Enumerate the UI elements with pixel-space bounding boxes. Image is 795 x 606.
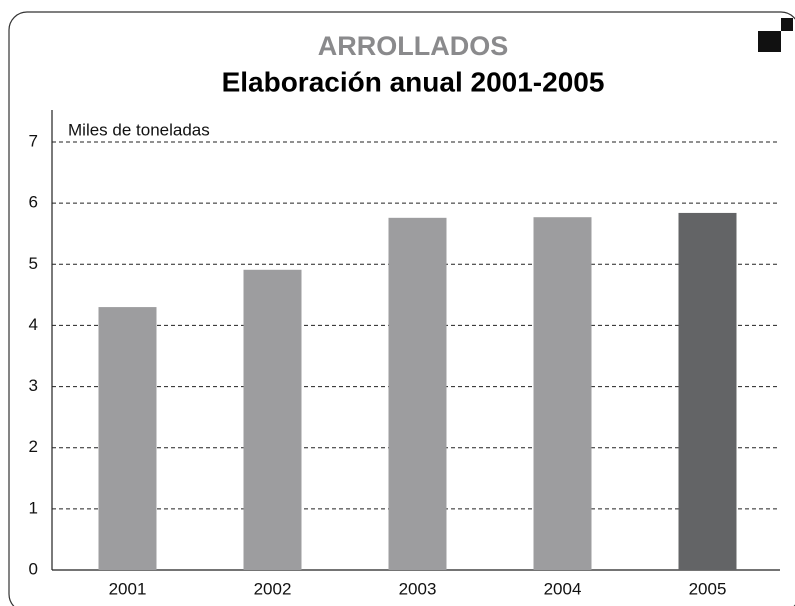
bar [243,269,302,570]
x-tick-label: 2002 [254,579,292,598]
chart-subtitle: Elaboración anual 2001-2005 [222,66,605,97]
bar [98,307,157,570]
decoration [781,18,793,31]
decoration [758,31,781,52]
x-tick-label: 2003 [399,579,437,598]
bar [388,217,447,570]
x-tick-label: 2001 [109,579,147,598]
frame [8,11,795,606]
y-tick-label: 6 [29,193,38,212]
x-tick-label: 2004 [544,579,582,598]
x-tick-label: 2005 [689,579,727,598]
y-tick-label: 7 [29,131,38,150]
y-tick-label: 3 [29,376,38,395]
chart-title: ARROLLADOS [318,31,509,61]
y-tick-label: 4 [29,315,38,334]
y-tick-label: 2 [29,437,38,456]
bar [533,217,592,570]
y-tick-label: 1 [29,498,38,517]
bar [678,212,737,570]
y-tick-label: 5 [29,254,38,273]
y-axis-label: Miles de toneladas [68,120,210,139]
y-tick-label: 0 [29,559,38,578]
